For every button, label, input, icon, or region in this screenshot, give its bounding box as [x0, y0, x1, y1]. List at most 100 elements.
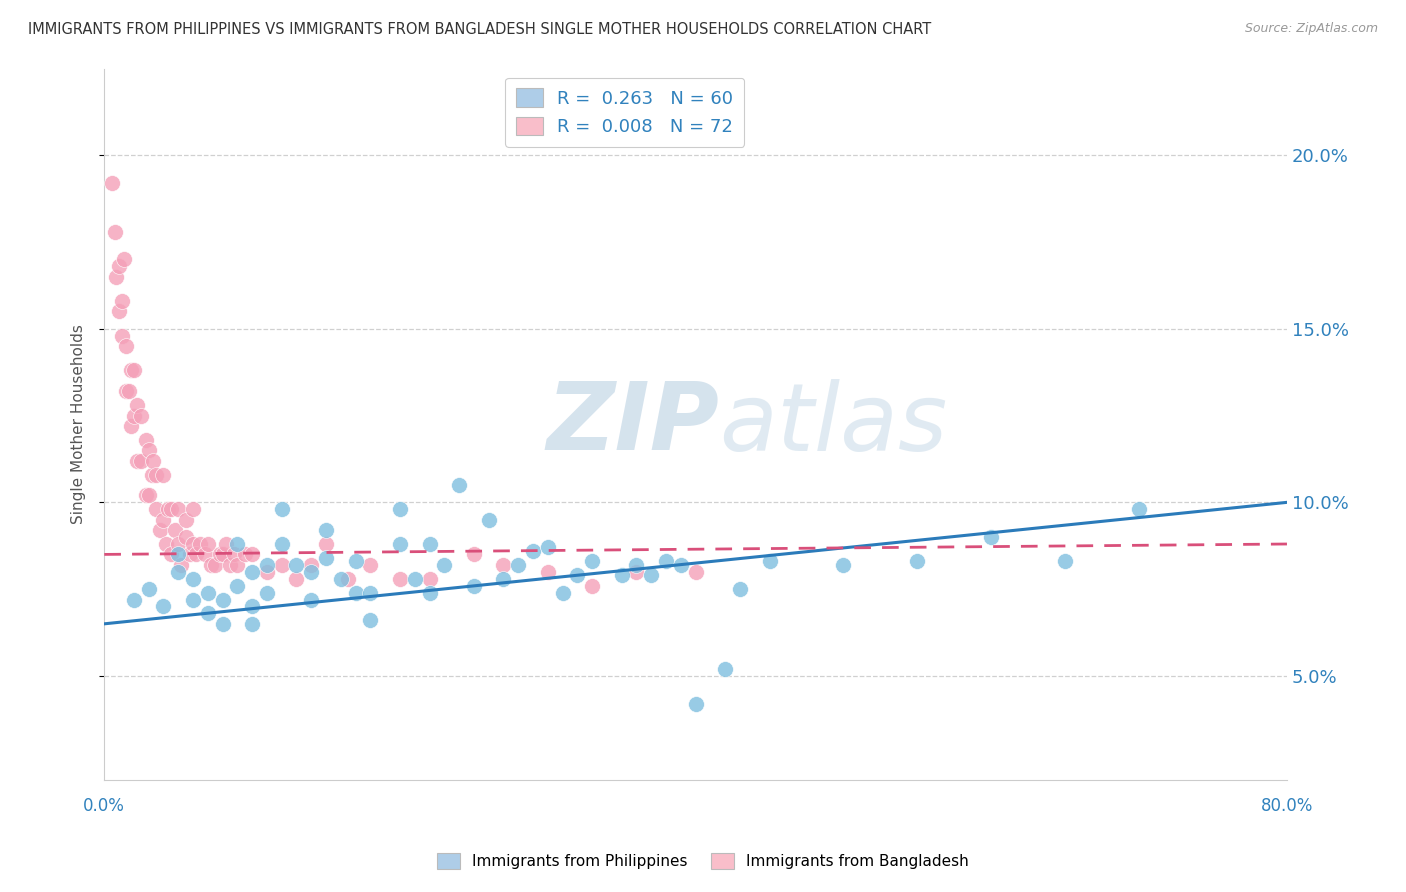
Point [174, 513, 197, 527]
Point [141, 467, 163, 482]
Text: IMMIGRANTS FROM PHILIPPINES VS IMMIGRANTS FROM BANGLADESH SINGLE MOTHER HOUSEHOL: IMMIGRANTS FROM PHILIPPINES VS IMMIGRANT… [28, 22, 931, 37]
Point [832, 558, 855, 572]
Point [159, 502, 181, 516]
Point [240, 616, 263, 631]
Point [758, 554, 780, 568]
Point [315, 550, 337, 565]
Point [714, 662, 737, 676]
Point [125, 453, 148, 467]
Point [174, 530, 197, 544]
Point [256, 565, 278, 579]
Point [181, 537, 204, 551]
Point [181, 592, 204, 607]
Point [285, 572, 308, 586]
Point [337, 572, 360, 586]
Point [492, 558, 515, 572]
Point [129, 409, 152, 423]
Point [388, 502, 411, 516]
Point [315, 523, 337, 537]
Text: 80.0%: 80.0% [1261, 797, 1313, 814]
Point [145, 502, 167, 516]
Point [208, 548, 231, 562]
Point [478, 513, 501, 527]
Text: 0.0%: 0.0% [83, 797, 125, 814]
Point [135, 433, 157, 447]
Point [152, 599, 174, 614]
Point [197, 607, 219, 621]
Point [433, 558, 456, 572]
Point [685, 565, 707, 579]
Point [388, 572, 411, 586]
Y-axis label: Single Mother Households: Single Mother Households [72, 325, 86, 524]
Point [108, 304, 131, 318]
Point [197, 585, 219, 599]
Point [240, 548, 263, 562]
Point [508, 558, 530, 572]
Point [159, 548, 181, 562]
Point [122, 592, 145, 607]
Point [980, 530, 1002, 544]
Point [149, 523, 172, 537]
Point [270, 558, 292, 572]
Point [285, 558, 308, 572]
Text: atlas: atlas [720, 379, 948, 470]
Point [581, 554, 603, 568]
Point [537, 541, 560, 555]
Point [626, 558, 648, 572]
Point [152, 467, 174, 482]
Point [197, 537, 219, 551]
Point [240, 599, 263, 614]
Point [418, 572, 440, 586]
Point [610, 568, 633, 582]
Point [104, 225, 127, 239]
Point [1128, 502, 1150, 516]
Point [138, 443, 160, 458]
Point [233, 548, 256, 562]
Point [270, 502, 292, 516]
Point [329, 572, 352, 586]
Point [170, 558, 193, 572]
Point [256, 585, 278, 599]
Point [418, 585, 440, 599]
Point [120, 363, 142, 377]
Point [112, 252, 135, 267]
Point [200, 558, 222, 572]
Point [537, 565, 560, 579]
Point [463, 579, 485, 593]
Point [256, 558, 278, 572]
Point [240, 565, 263, 579]
Point [167, 537, 190, 551]
Legend: Immigrants from Philippines, Immigrants from Bangladesh: Immigrants from Philippines, Immigrants … [432, 847, 974, 875]
Point [142, 453, 165, 467]
Point [129, 453, 152, 467]
Point [165, 523, 187, 537]
Point [138, 582, 160, 596]
Point [125, 398, 148, 412]
Point [418, 537, 440, 551]
Point [224, 548, 246, 562]
Point [100, 176, 122, 190]
Point [204, 558, 226, 572]
Point [120, 419, 142, 434]
Point [118, 384, 141, 399]
Point [359, 585, 381, 599]
Point [181, 502, 204, 516]
Point [179, 548, 201, 562]
Point [299, 565, 322, 579]
Point [108, 260, 131, 274]
Point [122, 363, 145, 377]
Point [184, 548, 207, 562]
Point [359, 558, 381, 572]
Point [226, 537, 249, 551]
Point [669, 558, 692, 572]
Point [449, 478, 471, 492]
Point [581, 579, 603, 593]
Point [167, 548, 190, 562]
Point [105, 269, 128, 284]
Point [211, 548, 233, 562]
Point [211, 592, 233, 607]
Point [194, 548, 217, 562]
Point [905, 554, 928, 568]
Point [655, 554, 678, 568]
Point [344, 585, 367, 599]
